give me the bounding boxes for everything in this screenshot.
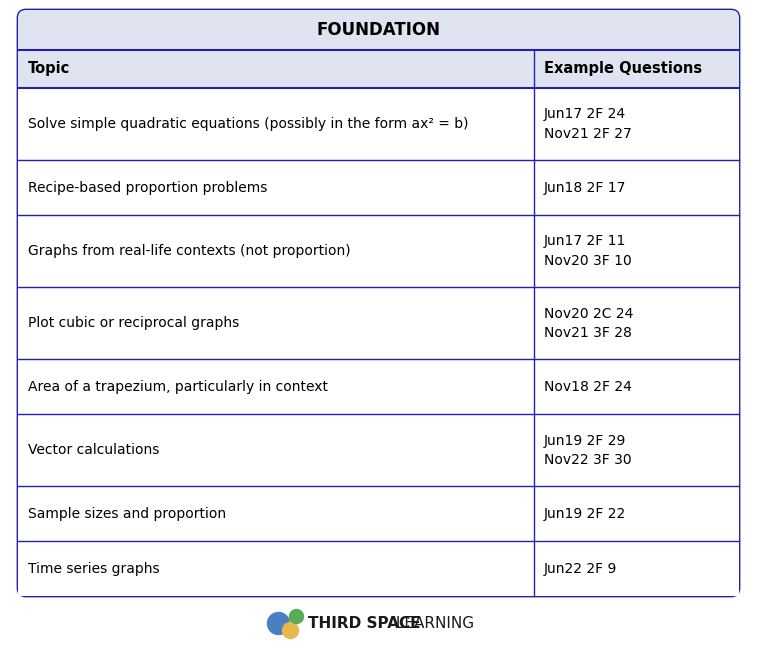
Text: Sample sizes and proportion: Sample sizes and proportion [28,507,226,521]
Text: Jun19 2F 22: Jun19 2F 22 [544,507,626,521]
Text: Recipe-based proportion problems: Recipe-based proportion problems [28,180,267,195]
Text: Area of a trapezium, particularly in context: Area of a trapezium, particularly in con… [28,380,328,394]
Text: Topic: Topic [28,61,70,77]
Bar [18,541,739,596]
Circle shape [267,613,289,635]
Bar [18,88,739,160]
Circle shape [282,622,298,639]
Text: Vector calculations: Vector calculations [28,443,160,457]
Bar [18,30,739,50]
Text: Jun19 2F 29
Nov22 3F 30: Jun19 2F 29 Nov22 3F 30 [544,434,631,467]
Text: LEARNING: LEARNING [391,616,474,631]
Bar [18,160,739,215]
Text: Solve simple quadratic equations (possibly in the form ax² = b): Solve simple quadratic equations (possib… [28,117,469,131]
Text: FOUNDATION: FOUNDATION [316,21,441,39]
Circle shape [289,609,304,624]
Bar [18,486,739,541]
Text: Time series graphs: Time series graphs [28,562,160,575]
Bar [18,215,739,287]
Text: Nov18 2F 24: Nov18 2F 24 [544,380,631,394]
Text: Graphs from real-life contexts (not proportion): Graphs from real-life contexts (not prop… [28,244,350,258]
Text: Example Questions: Example Questions [544,61,702,77]
Text: Jun17 2F 11
Nov20 3F 10: Jun17 2F 11 Nov20 3F 10 [544,234,631,268]
Bar [18,414,739,486]
Text: Jun17 2F 24
Nov21 2F 27: Jun17 2F 24 Nov21 2F 27 [544,107,631,141]
Bar [18,50,739,88]
Bar [18,287,739,359]
FancyBboxPatch shape [18,10,739,596]
Text: Nov20 2C 24
Nov21 3F 28: Nov20 2C 24 Nov21 3F 28 [544,307,633,340]
Text: THIRD SPACE: THIRD SPACE [309,616,421,631]
Text: Jun22 2F 9: Jun22 2F 9 [544,562,617,575]
Bar [18,359,739,414]
Text: Jun18 2F 17: Jun18 2F 17 [544,180,626,195]
FancyBboxPatch shape [18,10,739,50]
Text: Plot cubic or reciprocal graphs: Plot cubic or reciprocal graphs [28,316,239,330]
